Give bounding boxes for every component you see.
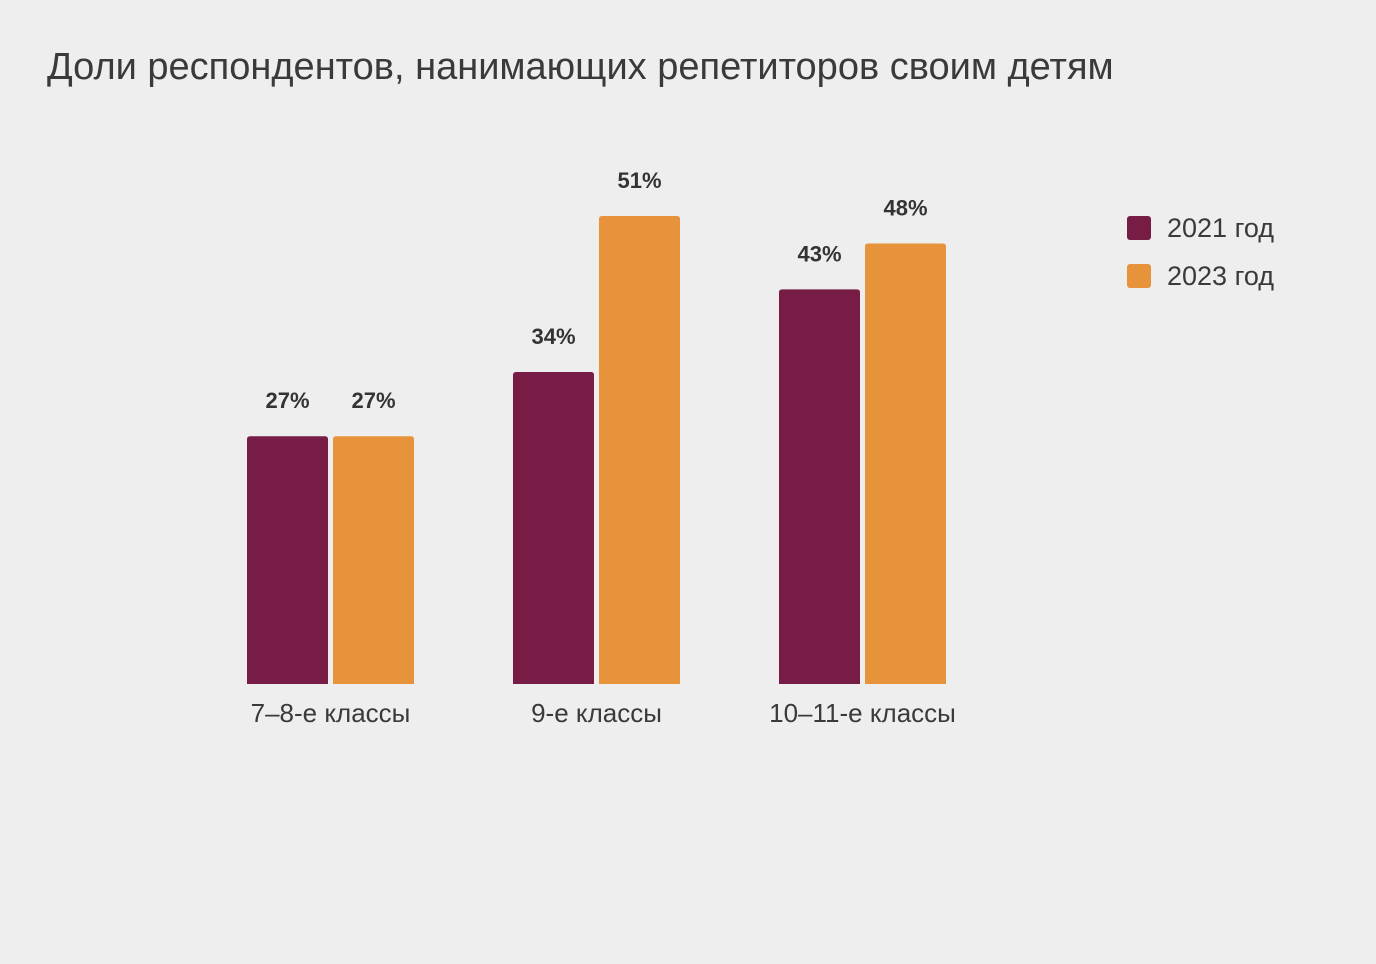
bar-1-1 — [599, 216, 680, 684]
data-label-2-1: 48% — [883, 196, 927, 221]
data-label-0-1: 27% — [351, 388, 395, 413]
bar-2-0 — [779, 289, 860, 684]
x-tick-label-2: 10–11-е классы — [769, 698, 956, 728]
legend-label-series-1: 2021 год — [1167, 212, 1274, 243]
chart-title: Доли респондентов, нанимающих репетиторо… — [47, 46, 1114, 88]
data-label-2-0: 43% — [797, 241, 841, 266]
legend-label-series-2: 2023 год — [1167, 260, 1274, 291]
legend: 2021 год 2023 год — [1127, 210, 1274, 306]
legend-swatch-series-2 — [1127, 264, 1151, 288]
data-label-0-0: 27% — [265, 388, 309, 413]
bar-2-1 — [865, 243, 946, 684]
x-tick-label-1: 9-е классы — [531, 698, 662, 728]
data-label-1-0: 34% — [531, 324, 575, 349]
data-label-1-1: 51% — [617, 168, 661, 193]
bar-0-0 — [247, 436, 328, 684]
bar-0-1 — [333, 436, 414, 684]
legend-item-series-2: 2023 год — [1127, 258, 1274, 294]
bar-1-0 — [513, 372, 594, 684]
legend-item-series-1: 2021 год — [1127, 210, 1274, 246]
legend-swatch-series-1 — [1127, 216, 1151, 240]
x-tick-label-0: 7–8-е классы — [251, 698, 411, 728]
